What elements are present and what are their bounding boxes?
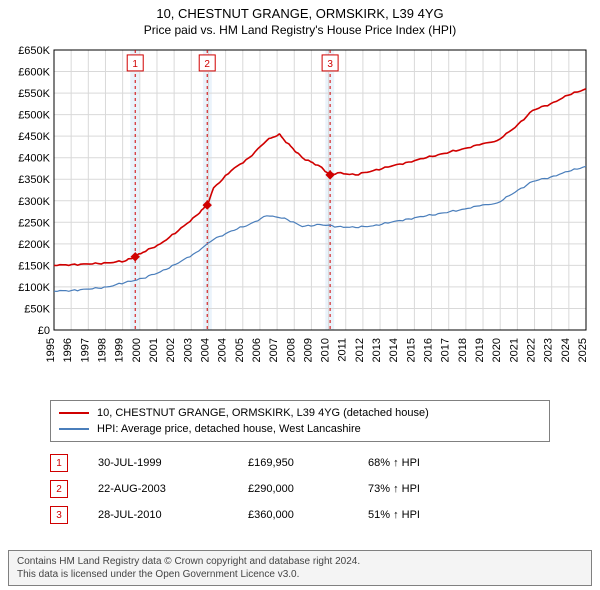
footer-line-2: This data is licensed under the Open Gov… — [17, 568, 583, 581]
footer-line-1: Contains HM Land Registry data © Crown c… — [17, 555, 583, 568]
page-title: 10, CHESTNUT GRANGE, ORMSKIRK, L39 4YG — [0, 0, 600, 21]
svg-text:1995: 1995 — [45, 338, 57, 362]
svg-text:2012: 2012 — [354, 338, 366, 362]
svg-text:2011: 2011 — [337, 338, 349, 362]
svg-text:2009: 2009 — [302, 338, 314, 362]
page: 10, CHESTNUT GRANGE, ORMSKIRK, L39 4YG P… — [0, 0, 600, 590]
svg-text:2006: 2006 — [251, 338, 263, 362]
svg-text:2004: 2004 — [199, 338, 211, 362]
legend-label-hpi: HPI: Average price, detached house, West… — [97, 421, 361, 437]
svg-text:£0: £0 — [38, 325, 50, 337]
page-subtitle: Price paid vs. HM Land Registry's House … — [0, 21, 600, 37]
svg-text:2013: 2013 — [371, 338, 383, 362]
svg-text:1998: 1998 — [96, 338, 108, 362]
svg-text:1: 1 — [132, 59, 138, 70]
svg-text:2018: 2018 — [457, 338, 469, 362]
svg-text:2008: 2008 — [285, 338, 297, 362]
sale-date-1: 30-JUL-1999 — [98, 457, 248, 469]
svg-text:1997: 1997 — [79, 338, 91, 362]
sale-date-2: 22-AUG-2003 — [98, 483, 248, 495]
svg-text:2014: 2014 — [388, 338, 400, 362]
sale-pct-1: 68% ↑ HPI — [368, 457, 488, 469]
svg-text:£100K: £100K — [18, 282, 50, 294]
svg-text:£550K: £550K — [18, 88, 50, 100]
svg-text:£350K: £350K — [18, 174, 50, 186]
sale-date-3: 28-JUL-2010 — [98, 509, 248, 521]
svg-text:2001: 2001 — [148, 338, 160, 362]
svg-text:2007: 2007 — [268, 338, 280, 362]
legend: 10, CHESTNUT GRANGE, ORMSKIRK, L39 4YG (… — [50, 400, 550, 442]
svg-text:2: 2 — [204, 59, 210, 70]
sale-badge-1: 1 — [50, 454, 68, 472]
svg-text:2019: 2019 — [474, 338, 486, 362]
sale-price-1: £169,950 — [248, 457, 368, 469]
legend-swatch-property — [59, 412, 89, 414]
legend-item-property: 10, CHESTNUT GRANGE, ORMSKIRK, L39 4YG (… — [59, 405, 541, 421]
svg-text:2024: 2024 — [560, 338, 572, 362]
sale-badge-2: 2 — [50, 480, 68, 498]
svg-text:2017: 2017 — [440, 338, 452, 362]
svg-text:2005: 2005 — [234, 338, 246, 362]
svg-text:2003: 2003 — [182, 338, 194, 362]
svg-text:£400K: £400K — [18, 153, 50, 165]
svg-text:£500K: £500K — [18, 110, 50, 122]
sale-pct-2: 73% ↑ HPI — [368, 483, 488, 495]
svg-text:3: 3 — [327, 59, 333, 70]
svg-text:2015: 2015 — [405, 338, 417, 362]
price-chart: £0 £50K £100K £150K £200K £250K £300K £350K £400… — [8, 44, 592, 384]
svg-text:2021: 2021 — [508, 338, 520, 362]
svg-text:2002: 2002 — [165, 338, 177, 362]
svg-text:2000: 2000 — [131, 338, 143, 362]
svg-text:£650K: £650K — [18, 45, 50, 57]
sale-row-1: 1 30-JUL-1999 £169,950 68% ↑ HPI — [50, 450, 550, 476]
sales-table: 1 30-JUL-1999 £169,950 68% ↑ HPI 2 22-AU… — [50, 450, 550, 528]
svg-text:1996: 1996 — [62, 338, 74, 362]
svg-text:£450K: £450K — [18, 131, 50, 143]
sale-price-2: £290,000 — [248, 483, 368, 495]
sale-row-2: 2 22-AUG-2003 £290,000 73% ↑ HPI — [50, 476, 550, 502]
sale-pct-3: 51% ↑ HPI — [368, 509, 488, 521]
svg-text:£600K: £600K — [18, 67, 50, 79]
svg-text:2022: 2022 — [526, 338, 538, 362]
svg-text:2004: 2004 — [217, 338, 229, 362]
svg-text:£150K: £150K — [18, 260, 50, 272]
svg-text:1999: 1999 — [114, 338, 126, 362]
legend-swatch-hpi — [59, 428, 89, 430]
svg-text:2025: 2025 — [577, 338, 589, 362]
svg-text:2010: 2010 — [320, 338, 332, 362]
sale-price-3: £360,000 — [248, 509, 368, 521]
svg-text:£200K: £200K — [18, 239, 50, 251]
sale-row-3: 3 28-JUL-2010 £360,000 51% ↑ HPI — [50, 502, 550, 528]
svg-text:£250K: £250K — [18, 217, 50, 229]
chart-svg: £0 £50K £100K £150K £200K £250K £300K £350K £400… — [8, 44, 592, 384]
svg-text:£50K: £50K — [24, 303, 50, 315]
legend-item-hpi: HPI: Average price, detached house, West… — [59, 421, 541, 437]
sale-badge-3: 3 — [50, 506, 68, 524]
svg-text:2023: 2023 — [543, 338, 555, 362]
svg-text:2016: 2016 — [423, 338, 435, 362]
svg-text:£300K: £300K — [18, 196, 50, 208]
svg-text:2020: 2020 — [491, 338, 503, 362]
footer: Contains HM Land Registry data © Crown c… — [8, 550, 592, 586]
legend-label-property: 10, CHESTNUT GRANGE, ORMSKIRK, L39 4YG (… — [97, 405, 429, 421]
